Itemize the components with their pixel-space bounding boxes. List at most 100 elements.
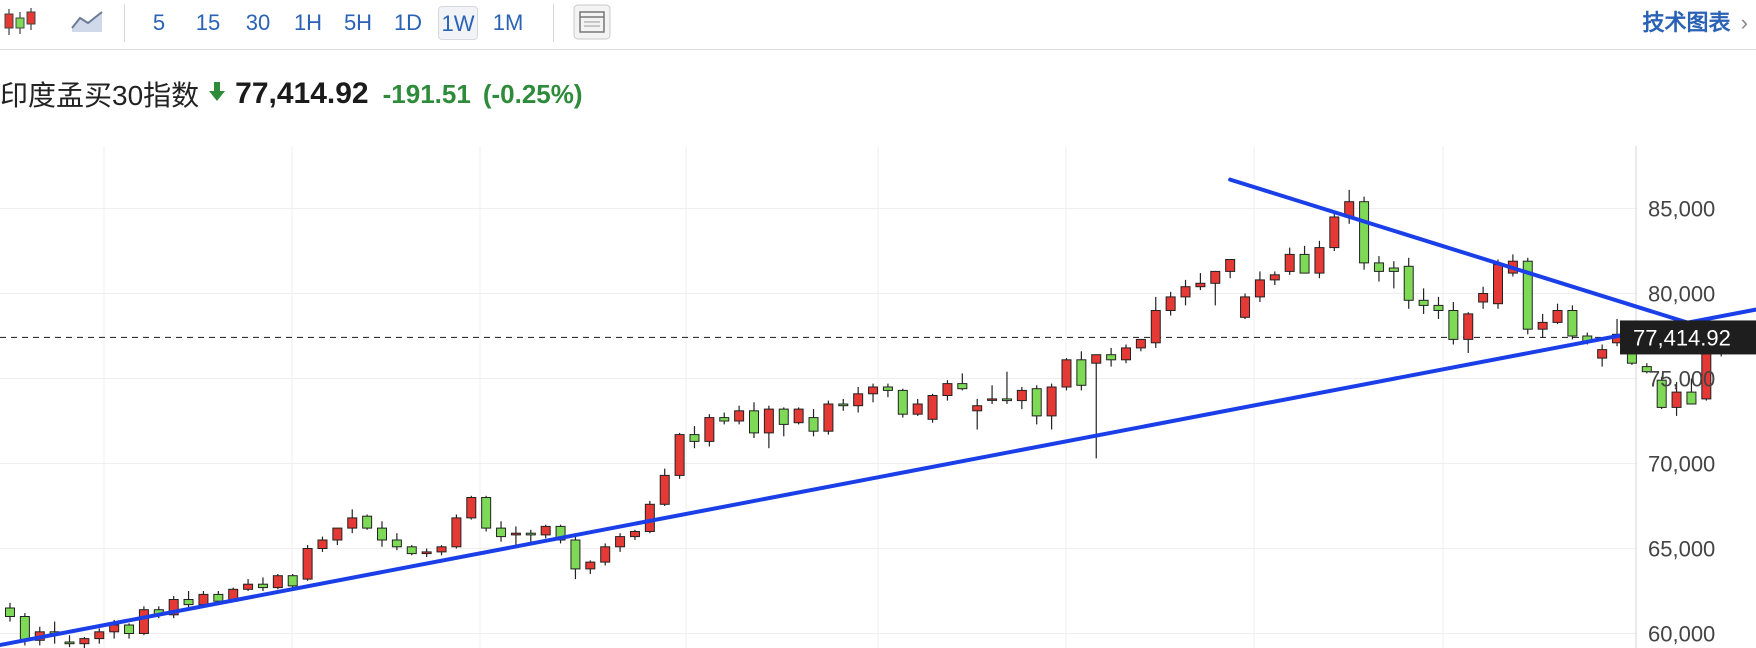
candle-body [243,583,254,590]
candle-body [406,546,417,555]
candle-body [689,434,700,442]
candle [570,536,581,580]
candle [1031,385,1042,425]
candle-body [257,583,268,589]
candle-body [138,609,149,635]
candle [124,623,135,639]
candle-body [1373,262,1384,272]
candle [793,407,804,425]
chart-layout-icon[interactable] [573,4,611,40]
candle [1210,270,1221,306]
candle-body [213,593,224,602]
candle [1180,279,1191,306]
candle-body [1388,267,1399,272]
timeframe-1w[interactable]: 1W [438,6,478,40]
candle [466,495,477,520]
candle-body [198,593,209,606]
candle [629,529,640,540]
candle [719,412,730,425]
candle-body [629,531,640,538]
candle [600,543,611,566]
candle-body [763,408,774,434]
chevron-right-icon: › [1740,10,1748,35]
candle [243,579,254,591]
candle [1537,313,1548,338]
candle [704,414,715,447]
candle [138,606,149,636]
candle-body [64,641,75,645]
price-tick-label: 80,000 [1648,282,1715,307]
candle [778,407,789,437]
candle [1016,387,1027,410]
candle [168,596,179,619]
candle-body [1284,253,1295,272]
timeframe-5h[interactable]: 5H [343,10,373,35]
candle-body [719,417,730,422]
candle-body [347,517,358,529]
candle [406,545,417,556]
candle-body [868,386,879,395]
candle-body [838,403,849,407]
candle [749,402,759,438]
candle [391,533,402,551]
candle [377,521,387,547]
candle-body [79,638,90,645]
candle [1091,354,1102,459]
timeframe-1d[interactable]: 1D [393,10,423,35]
timeframe-15[interactable]: 15 [195,10,221,35]
candle-body [1493,264,1503,305]
candle-body [287,575,298,587]
quote-header: 印度孟买30指数 77,414.92 -191.51 (-0.25%) [0,72,583,116]
candle [1403,257,1414,309]
candle [1433,296,1444,319]
candle [1165,291,1176,316]
candle [79,636,90,648]
candle [481,495,492,532]
line-chart-icon[interactable] [70,4,104,38]
candle-body [704,417,715,442]
candle [183,591,194,608]
candle [644,500,655,534]
candle-body [436,546,447,553]
timeframe-30[interactable]: 30 [245,10,271,35]
candle-body [19,616,30,641]
candle-body [644,503,655,532]
timeframe-5[interactable]: 5 [152,10,166,35]
candle-body [927,395,938,420]
technical-chart-label: 技术图表 [1642,10,1731,35]
candle [213,591,224,603]
candle-body [987,398,998,401]
candle [1061,358,1072,391]
candle-body [1403,265,1414,301]
candle [5,602,15,622]
candle [332,527,343,546]
technical-chart-link[interactable]: 技术图表 › [1643,6,1748,40]
candle-body [94,631,105,640]
candle-body [1240,296,1251,318]
toolbar-divider [124,4,125,42]
candlestick-chart-icon[interactable] [2,4,38,40]
candle [972,398,983,430]
candle-body [1180,286,1191,298]
candle-body [1478,293,1489,303]
chart-grid [0,146,1637,648]
timeframe-1h[interactable]: 1H [293,10,323,35]
candle-body [5,607,15,617]
candle-body [1091,354,1102,364]
candle-body [749,410,759,434]
candle-body [1656,379,1667,408]
candle [64,635,75,648]
timeframe-1m[interactable]: 1M [492,10,524,35]
candle-body [957,383,968,390]
candle-body [615,536,626,548]
candle-body [823,403,834,432]
candle [1448,302,1459,345]
candle [615,533,626,552]
candles [5,189,1727,648]
candle-body [391,539,402,548]
candle [1552,303,1563,325]
candle-body [1448,310,1459,340]
candle [436,545,447,556]
candle [1686,378,1697,405]
